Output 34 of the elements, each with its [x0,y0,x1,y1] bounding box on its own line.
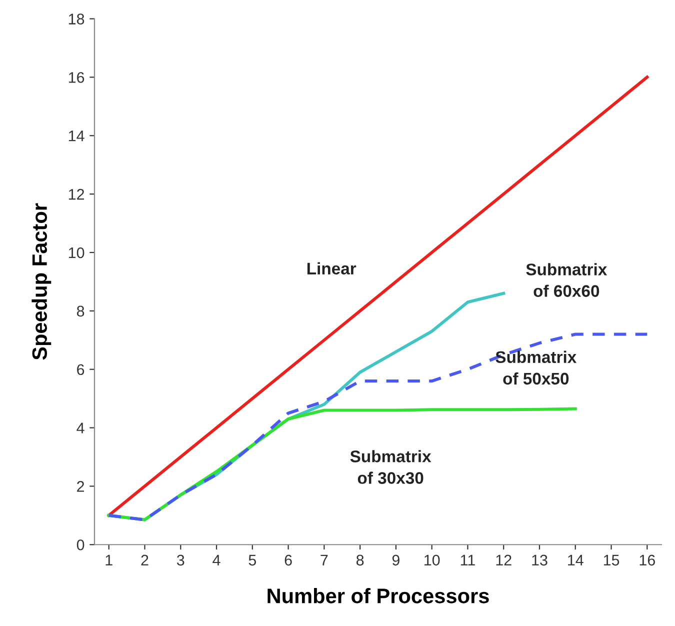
x-tick-label: 4 [212,554,220,566]
x-tick-label: 12 [496,554,512,566]
y-tick-label: 0 [76,539,84,550]
line-series [107,76,649,517]
series-label: Submatrix of 60x60 [526,263,608,297]
y-axis-title: Speedup Factor [32,203,52,360]
x-tick-label: 5 [248,554,256,566]
x-tick-label: 2 [141,554,148,566]
y-tick-label: 2 [77,481,84,492]
x-tick-label: 14 [568,554,584,566]
line-series [107,332,649,522]
series-label: Submatrix of 50x50 [496,350,577,385]
x-tick-label: 6 [284,554,292,566]
x-tick-label: 10 [424,554,440,566]
x-tick-label: 16 [640,554,655,566]
x-tick-label: 7 [320,554,328,566]
y-tick-label: 12 [68,188,84,200]
y-tick-label: 8 [76,306,84,317]
x-tick-label: 3 [176,554,184,566]
y-tick-label: 16 [68,72,84,83]
x-tick-label: 9 [392,554,400,566]
x-axis-title: Number of Processors [268,588,489,604]
x-tick-label: 13 [532,554,548,566]
x-tick-label: 1 [106,554,112,566]
text: Submatrix of 30x30 [350,450,432,484]
x-tick-label: 8 [356,554,364,566]
y-tick-label: 4 [76,422,84,434]
series-label: Linear [307,262,356,274]
y-tick-label: 10 [68,247,84,258]
x-tick-label: 15 [604,554,620,566]
x-tick-label: 11 [460,554,475,566]
y-tick-label: 6 [77,364,84,376]
y-tick-label: 14 [68,130,84,142]
y-tick-label: 18 [68,14,84,24]
